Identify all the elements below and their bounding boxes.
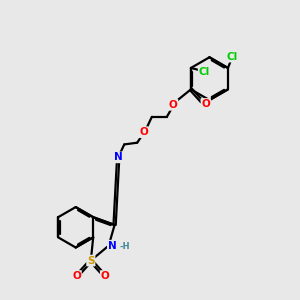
Text: O: O: [72, 271, 81, 281]
Text: -H: -H: [120, 242, 130, 251]
Text: O: O: [169, 100, 178, 110]
Text: Cl: Cl: [227, 52, 238, 62]
Text: S: S: [87, 256, 94, 266]
Text: N: N: [114, 152, 123, 162]
Text: O: O: [201, 99, 210, 109]
Text: N: N: [108, 241, 117, 251]
Text: O: O: [101, 271, 110, 281]
Text: Cl: Cl: [199, 67, 210, 76]
Text: O: O: [139, 127, 148, 137]
